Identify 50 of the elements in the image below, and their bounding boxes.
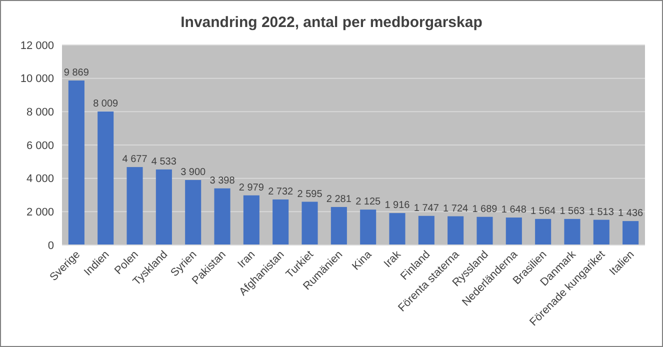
data-label: 1 689	[472, 204, 498, 215]
x-tick-label: Kina	[350, 248, 375, 273]
y-tick-label: 10 000	[20, 73, 54, 86]
data-label: 2 281	[326, 194, 352, 205]
bar	[302, 202, 318, 245]
data-label: 1 564	[530, 206, 556, 217]
data-label: 9 869	[64, 68, 90, 79]
data-label: 2 979	[238, 182, 264, 194]
bar	[564, 218, 580, 245]
data-label: 4 677	[122, 154, 148, 166]
data-label: 1 916	[384, 200, 410, 212]
bar	[214, 188, 230, 245]
data-label: 8 009	[93, 98, 119, 110]
y-tick-label: 12 000	[20, 40, 54, 52]
bar	[360, 210, 376, 245]
bar	[98, 112, 114, 245]
data-label: 1 436	[618, 208, 644, 220]
data-label: 1 563	[560, 206, 586, 217]
y-tick-label: 0	[48, 240, 54, 252]
data-label: 2 125	[356, 196, 382, 208]
bar	[68, 80, 84, 245]
data-label: 1 513	[588, 206, 614, 218]
data-label: 1 648	[501, 204, 527, 216]
bar	[476, 216, 493, 245]
bar	[448, 216, 464, 245]
bar	[622, 221, 639, 245]
bar	[535, 218, 552, 245]
data-label: 1 724	[443, 203, 469, 214]
bar	[243, 195, 260, 245]
data-label: 3 398	[210, 175, 236, 186]
data-label: 2 732	[268, 186, 294, 198]
bar	[593, 220, 610, 245]
x-tick-label: Irak	[382, 248, 404, 270]
bar	[126, 167, 143, 245]
data-label: 3 900	[180, 167, 206, 178]
bar	[156, 169, 172, 245]
data-label: 4 533	[151, 156, 177, 168]
bar	[418, 216, 434, 245]
bar	[185, 180, 202, 245]
data-label: 1 747	[414, 202, 440, 214]
bar	[389, 213, 406, 245]
data-label: 2 595	[297, 188, 323, 200]
y-tick-label: 6 000	[26, 140, 54, 152]
y-tick-label: 8 000	[26, 106, 54, 119]
y-tick-label: 2 000	[26, 206, 54, 219]
bar	[272, 199, 289, 245]
y-tick-label: 4 000	[26, 173, 54, 186]
chart-title: Invandring 2022, antal per medborgarskap	[180, 14, 482, 31]
bar	[506, 218, 522, 245]
bar	[330, 206, 347, 245]
